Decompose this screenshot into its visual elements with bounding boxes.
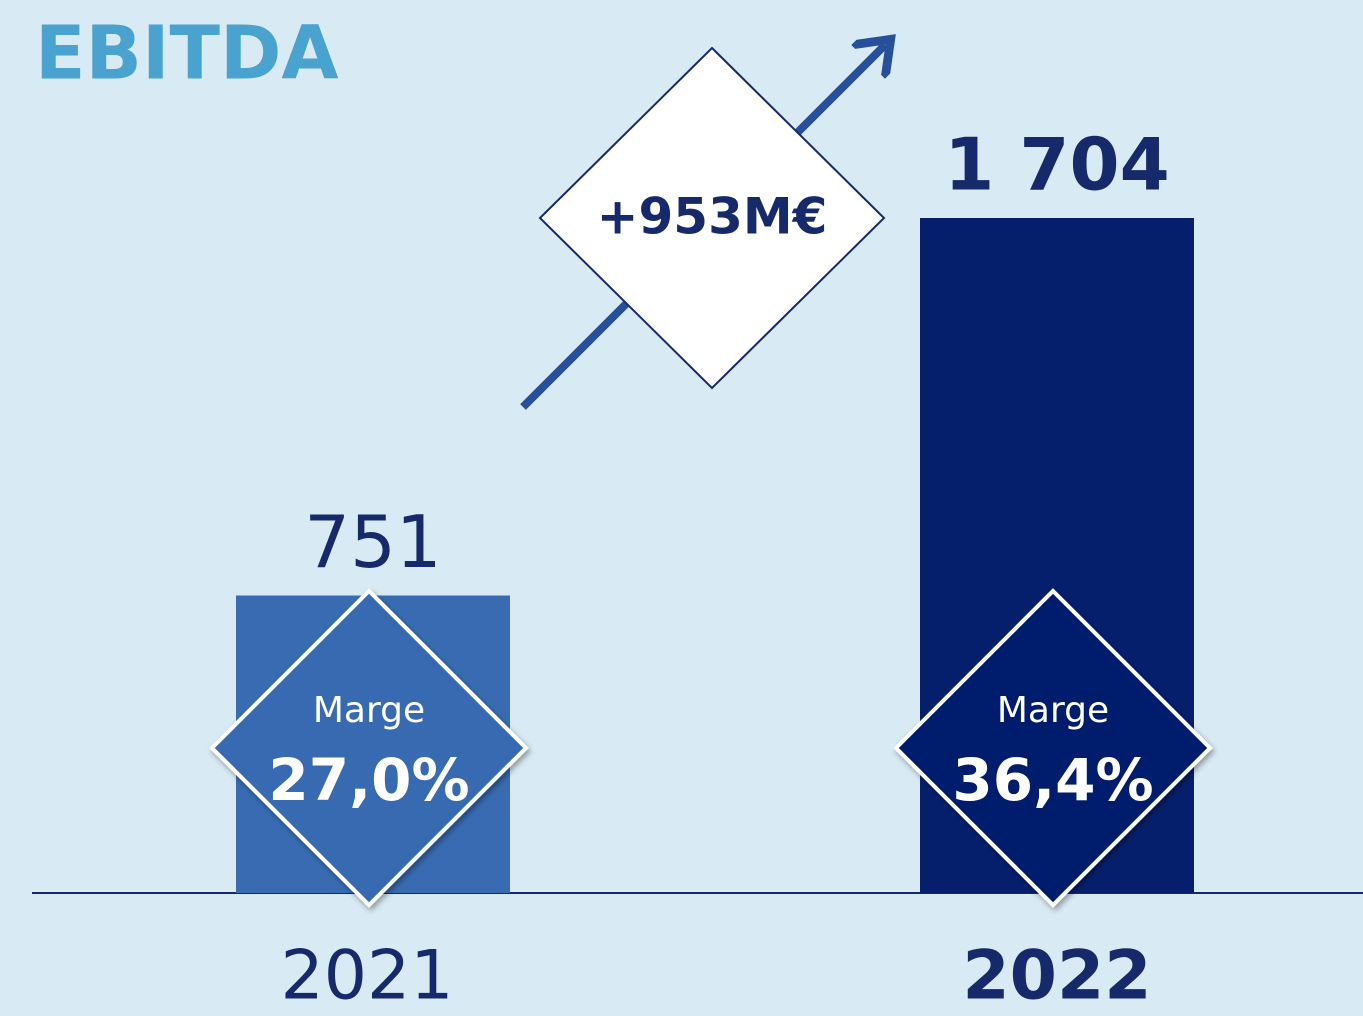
chart-title: EBITDA [35,11,339,97]
margin-title: Marge [313,690,425,731]
margin-badge: Marge 27,0% [209,588,529,908]
x-tick-label: 2022 [962,937,1151,1016]
margin-badge: Marge 36,4% [893,588,1213,908]
annotation: +953M€ [597,188,828,246]
annotation-box [538,46,886,390]
x-tick-label: 2021 [280,937,453,1016]
margin-diamond [893,588,1213,908]
value-label: 1 704 [944,123,1169,207]
margin-diamond [209,588,529,908]
margin-label: 36,4% [952,746,1153,814]
value-label: 751 [304,500,441,584]
margin-label: 27,0% [268,746,469,814]
margin-title: Marge [997,690,1109,731]
